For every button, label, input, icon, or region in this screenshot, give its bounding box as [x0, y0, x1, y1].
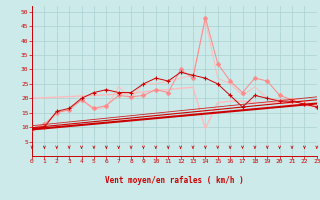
- X-axis label: Vent moyen/en rafales ( km/h ): Vent moyen/en rafales ( km/h ): [105, 176, 244, 185]
